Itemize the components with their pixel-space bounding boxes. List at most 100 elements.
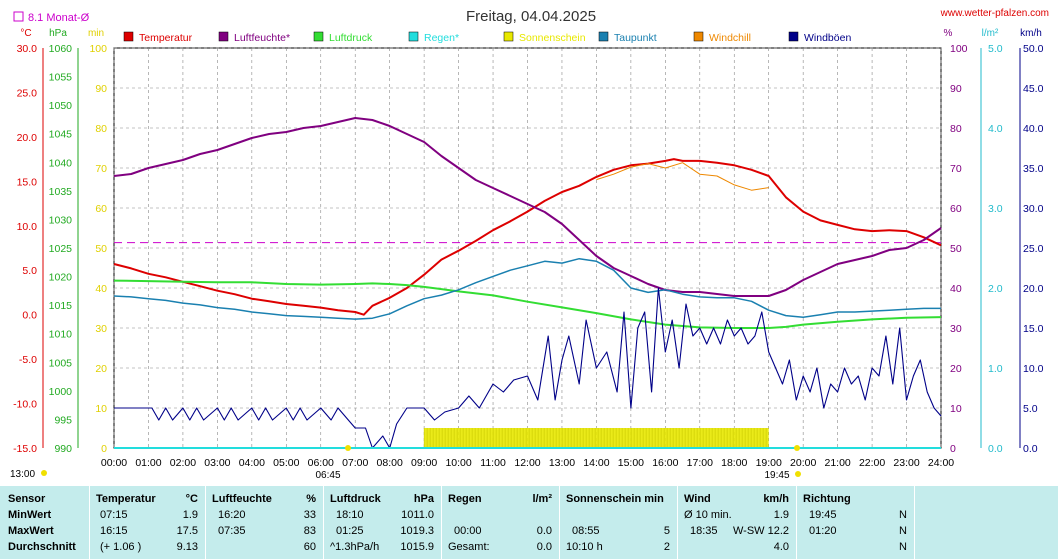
summary-row-label: MinWert: [8, 509, 52, 521]
wind-tick-label: 0.0: [1023, 443, 1038, 455]
wind-tick-label: 25.0: [1023, 243, 1044, 255]
summary-col-empty: [914, 486, 1058, 559]
unit-temp: °C: [20, 28, 31, 39]
legend-swatch: [788, 31, 799, 42]
x-tick-label: 05:00: [273, 457, 299, 469]
summary-col-wind: Wind km/h Ø 10 min. 1.9 18:35 W-SW 12.2 …: [677, 486, 797, 559]
wind-tick-label: 40.0: [1023, 123, 1044, 135]
x-tick-label: 04:00: [239, 457, 265, 469]
legend: Temperatur Luftfeuchte* Luftdruck Regen* Son…: [123, 31, 851, 44]
humidity-tick-label: 60: [950, 203, 962, 215]
temp-tick-label: 0.0: [22, 310, 37, 322]
humidity-tick-label: 90: [950, 83, 962, 95]
summary-dir-min-value: N: [899, 509, 907, 521]
wind-tick-label: 50.0: [1023, 43, 1044, 55]
summary-col-direction: Richtung 19:45 N 01:20 N N: [796, 486, 915, 559]
summary-wind-max-time: 18:35: [690, 525, 718, 537]
legend-label: Regen*: [424, 32, 459, 44]
weather-chart: 30.0 25.0 20.0 15.0 10.0 5.0 0.0 -5.0 -10.0 -15.0…: [10, 8, 1049, 481]
pressure-tick-label: 1020: [49, 272, 73, 284]
summary-rain-total-label: Gesamt:: [448, 541, 490, 553]
minutes-tick-label: 50: [95, 243, 107, 255]
pressure-tick-label: 1040: [49, 157, 73, 169]
unit-minutes: min: [88, 28, 104, 39]
series-line-4: [596, 162, 769, 191]
monthly-avg-icon: [13, 11, 24, 22]
x-tick-label: 12:00: [514, 457, 540, 469]
humidity-tick-label: 50: [950, 243, 962, 255]
humidity-tick-label: 20: [950, 363, 962, 375]
legend-label: Windchill: [709, 32, 751, 44]
summary-rain-total-value: 0.0: [536, 541, 552, 553]
website-link[interactable]: www.wetter-pfalzen.com: [940, 8, 1049, 19]
legend-swatch: [503, 31, 514, 42]
x-tick-label: 14:00: [583, 457, 609, 469]
minutes-tick-label: 40: [95, 283, 107, 295]
summary-col-temperature: Temperatur °C 07:15 1.9 16:15 17.5 (+ 1.…: [89, 486, 206, 559]
minutes-tick-label: 80: [95, 123, 107, 135]
series-line-1: [113, 117, 942, 297]
unit-pressure: hPa: [49, 28, 67, 39]
sunshine-bar: [424, 428, 769, 448]
left-time-label: 13:00: [10, 469, 35, 480]
legend-swatch: [598, 31, 609, 42]
summary-header-pressure-unit: hPa: [413, 493, 434, 505]
pressure-tick-label: 990: [54, 443, 72, 455]
pressure-tick-label: 1000: [49, 386, 73, 398]
minutes-tick-label: 60: [95, 203, 107, 215]
summary-sun-avg-value: 2: [663, 541, 670, 553]
summary-col-rain: Regen l/m² 00:00 0.0 Gesamt: 0.0: [441, 486, 560, 559]
rain-tick-label: 1.0: [988, 363, 1003, 375]
summary-header-wind: Wind: [684, 493, 711, 505]
summary-col-pressure: Luftdruck hPa 18:10 1011.0 01:25 1019.3 …: [323, 486, 442, 559]
summary-hum-max-time: 07:35: [218, 525, 246, 537]
unit-rain: l/m²: [982, 28, 999, 39]
wind-tick-label: 35.0: [1023, 163, 1044, 175]
humidity-tick-label: 70: [950, 163, 962, 175]
monthly-avg-label: 8.1 Monat-Ø: [28, 12, 90, 24]
summary-row-label: Durchschnitt: [8, 541, 76, 553]
summary-header-humidity: Luftfeuchte: [212, 493, 272, 505]
x-tick-label: 19:00: [756, 457, 782, 469]
pressure-tick-label: 1035: [49, 186, 73, 198]
x-tick-label: 23:00: [893, 457, 919, 469]
wind-tick-label: 5.0: [1023, 403, 1038, 415]
summary-press-min-value: 1011.0: [401, 509, 434, 521]
summary-temp-avg-change: (+ 1.06 ): [100, 541, 142, 553]
summary-hum-avg-value: 60: [303, 541, 316, 553]
summary-wind-avg-value: 4.0: [773, 541, 789, 553]
unit-percent: %: [944, 28, 953, 39]
temp-tick-label: -10.0: [13, 399, 37, 411]
wind-tick-label: 30.0: [1023, 203, 1044, 215]
summary-header-sensor: Sensor: [8, 493, 46, 505]
summary-hum-min-value: 33: [303, 509, 316, 521]
summary-col-sensor: Sensor MinWert MaxWert Durchschnitt: [0, 486, 89, 559]
rain-tick-label: 3.0: [988, 203, 1003, 215]
summary-press-trend: ^1.3hPa/h: [330, 541, 380, 553]
x-tick-label: 03:00: [204, 457, 230, 469]
temp-tick-label: 15.0: [17, 176, 38, 188]
summary-header-temperature: Temperatur: [96, 493, 156, 505]
chart-title: Freitag, 04.04.2025: [466, 8, 596, 25]
x-tick-label: 18:00: [721, 457, 747, 469]
pressure-tick-label: 1015: [49, 300, 73, 312]
sun-icon-left: [41, 470, 47, 476]
summary-table: Sensor MinWert MaxWert Durchschnitt Temp…: [0, 486, 1058, 559]
wind-tick-label: 15.0: [1023, 323, 1044, 335]
summary-temp-max-time: 16:15: [100, 525, 128, 537]
sunrise-marker: [345, 445, 351, 451]
minutes-tick-label: 100: [89, 43, 107, 55]
summary-dir-max-value: N: [899, 525, 907, 537]
summary-wind-min-value: 1.9: [773, 509, 789, 521]
minutes-tick-label: 70: [95, 163, 107, 175]
minutes-tick-label: 20: [95, 363, 107, 375]
x-tick-label: 15:00: [618, 457, 644, 469]
minutes-tick-label: 0: [101, 443, 107, 455]
summary-col-sun: Sonnenschein min 08:55 5 10:10 h 2: [559, 486, 678, 559]
humidity-tick-label: 30: [950, 323, 962, 335]
humidity-tick-label: 100: [950, 43, 968, 55]
legend-label: Sonnenschein: [519, 32, 586, 44]
unit-wind: km/h: [1020, 28, 1042, 39]
wind-tick-label: 20.0: [1023, 283, 1044, 295]
pressure-tick-label: 1055: [49, 72, 73, 84]
